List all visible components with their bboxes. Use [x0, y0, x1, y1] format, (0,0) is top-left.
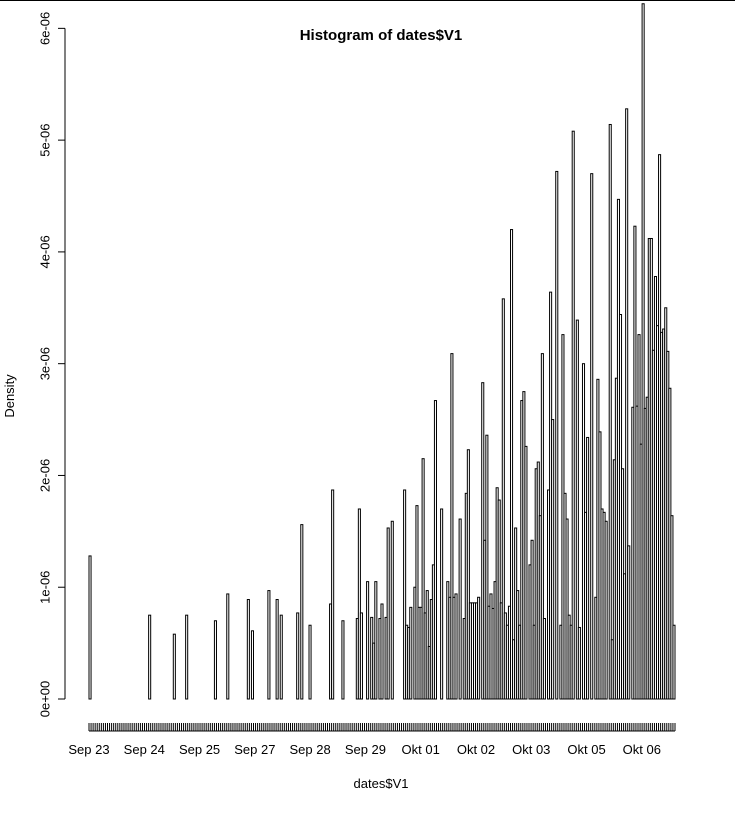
y-tick-label: 5e-06: [38, 124, 53, 157]
histogram-bar: [88, 555, 92, 700]
x-tick-label: Okt 05: [567, 742, 605, 757]
histogram-bar: [341, 620, 345, 700]
histogram-bar: [226, 593, 230, 700]
histogram-bar: [213, 620, 217, 700]
histogram-bar: [501, 298, 505, 700]
histogram-bar: [380, 603, 384, 700]
y-tick-label: 2e-06: [38, 459, 53, 492]
histogram-bar: [172, 633, 176, 700]
y-axis: 0e+00 1e-06 2e-06 3e-06 4e-06 5e-06 6e-06: [38, 12, 66, 718]
y-tick-label: 1e-06: [38, 571, 53, 604]
histogram-bar: [672, 624, 676, 700]
histogram-bar: [279, 614, 283, 700]
histogram-bar: [577, 626, 581, 700]
histogram-bar: [275, 599, 279, 700]
x-tick-label: Okt 06: [623, 742, 661, 757]
histogram-bar: [497, 499, 501, 700]
histogram-bar: [374, 581, 378, 700]
histogram-bar: [477, 596, 481, 700]
histogram-bar: [296, 612, 300, 700]
y-tick-label: 3e-06: [38, 347, 53, 380]
histogram-bar: [450, 353, 454, 700]
histogram-bar: [586, 436, 590, 700]
histogram-bar: [670, 515, 674, 700]
histogram-bar: [627, 545, 631, 700]
x-tick-label: Sep 29: [345, 742, 386, 757]
histogram-bar: [267, 590, 271, 700]
histogram-bar: [510, 229, 514, 700]
x-tick-label: Sep 25: [179, 742, 220, 757]
bars-layer: [88, 3, 676, 700]
x-tick-label: Okt 01: [402, 742, 440, 757]
histogram-bar: [608, 123, 612, 700]
histogram-bar: [308, 624, 312, 700]
histogram-bar: [540, 353, 544, 700]
x-tick-label: Sep 23: [68, 742, 109, 757]
histogram-bar: [466, 449, 470, 700]
histogram-bar: [542, 618, 546, 700]
x-axis: Sep 23 Sep 24 Sep 25 Sep 27 Sep 28 Sep 29 Okt …: [68, 723, 676, 757]
histogram-bar: [359, 612, 363, 700]
histogram-bar: [458, 518, 462, 700]
histogram-bar: [604, 520, 608, 700]
histogram-bar: [425, 590, 429, 700]
histogram-bar: [565, 518, 569, 700]
histogram-bar: [403, 489, 407, 700]
histogram-bar: [390, 520, 394, 700]
histogram-bar: [246, 599, 250, 700]
x-tick-label: Sep 28: [290, 742, 331, 757]
x-tick-label: Sep 24: [124, 742, 165, 757]
histogram-bar: [357, 508, 361, 700]
histogram-bar: [331, 489, 335, 700]
histogram-bar: [530, 539, 534, 700]
x-axis-title: dates$V1: [354, 776, 409, 791]
histogram-bar: [386, 527, 390, 700]
x-tick-label: Sep 27: [234, 742, 275, 757]
y-tick-label: 6e-06: [38, 12, 53, 45]
y-tick-label: 4e-06: [38, 235, 53, 268]
histogram-bar: [485, 434, 489, 700]
histogram-bar: [440, 508, 444, 700]
histogram-bar: [185, 614, 189, 700]
histogram-bar: [555, 170, 559, 700]
histogram-bar: [250, 630, 255, 700]
chart-title: Histogram of dates$V1: [300, 27, 463, 44]
histogram-bar: [148, 614, 152, 700]
histogram-bar: [641, 3, 645, 700]
y-axis-title: Density: [2, 374, 17, 418]
y-tick-label: 0e+00: [38, 681, 53, 718]
histogram-bar: [571, 130, 575, 700]
histogram-bar: [300, 524, 304, 700]
x-tick-label: Okt 02: [457, 742, 495, 757]
histogram-bar: [575, 319, 579, 700]
x-tick-label: Okt 03: [512, 742, 550, 757]
histogram-bar: [421, 458, 425, 700]
histogram-bar: [433, 400, 437, 700]
histogram-bar: [524, 445, 528, 700]
histogram-bar: [409, 606, 413, 700]
histogram-bar: [454, 593, 458, 700]
histogram-bar: [590, 173, 594, 700]
histogram-bar: [366, 581, 370, 700]
histogram-bar: [551, 419, 555, 700]
histogram-bar: [625, 108, 629, 700]
histogram-bar: [415, 505, 419, 700]
